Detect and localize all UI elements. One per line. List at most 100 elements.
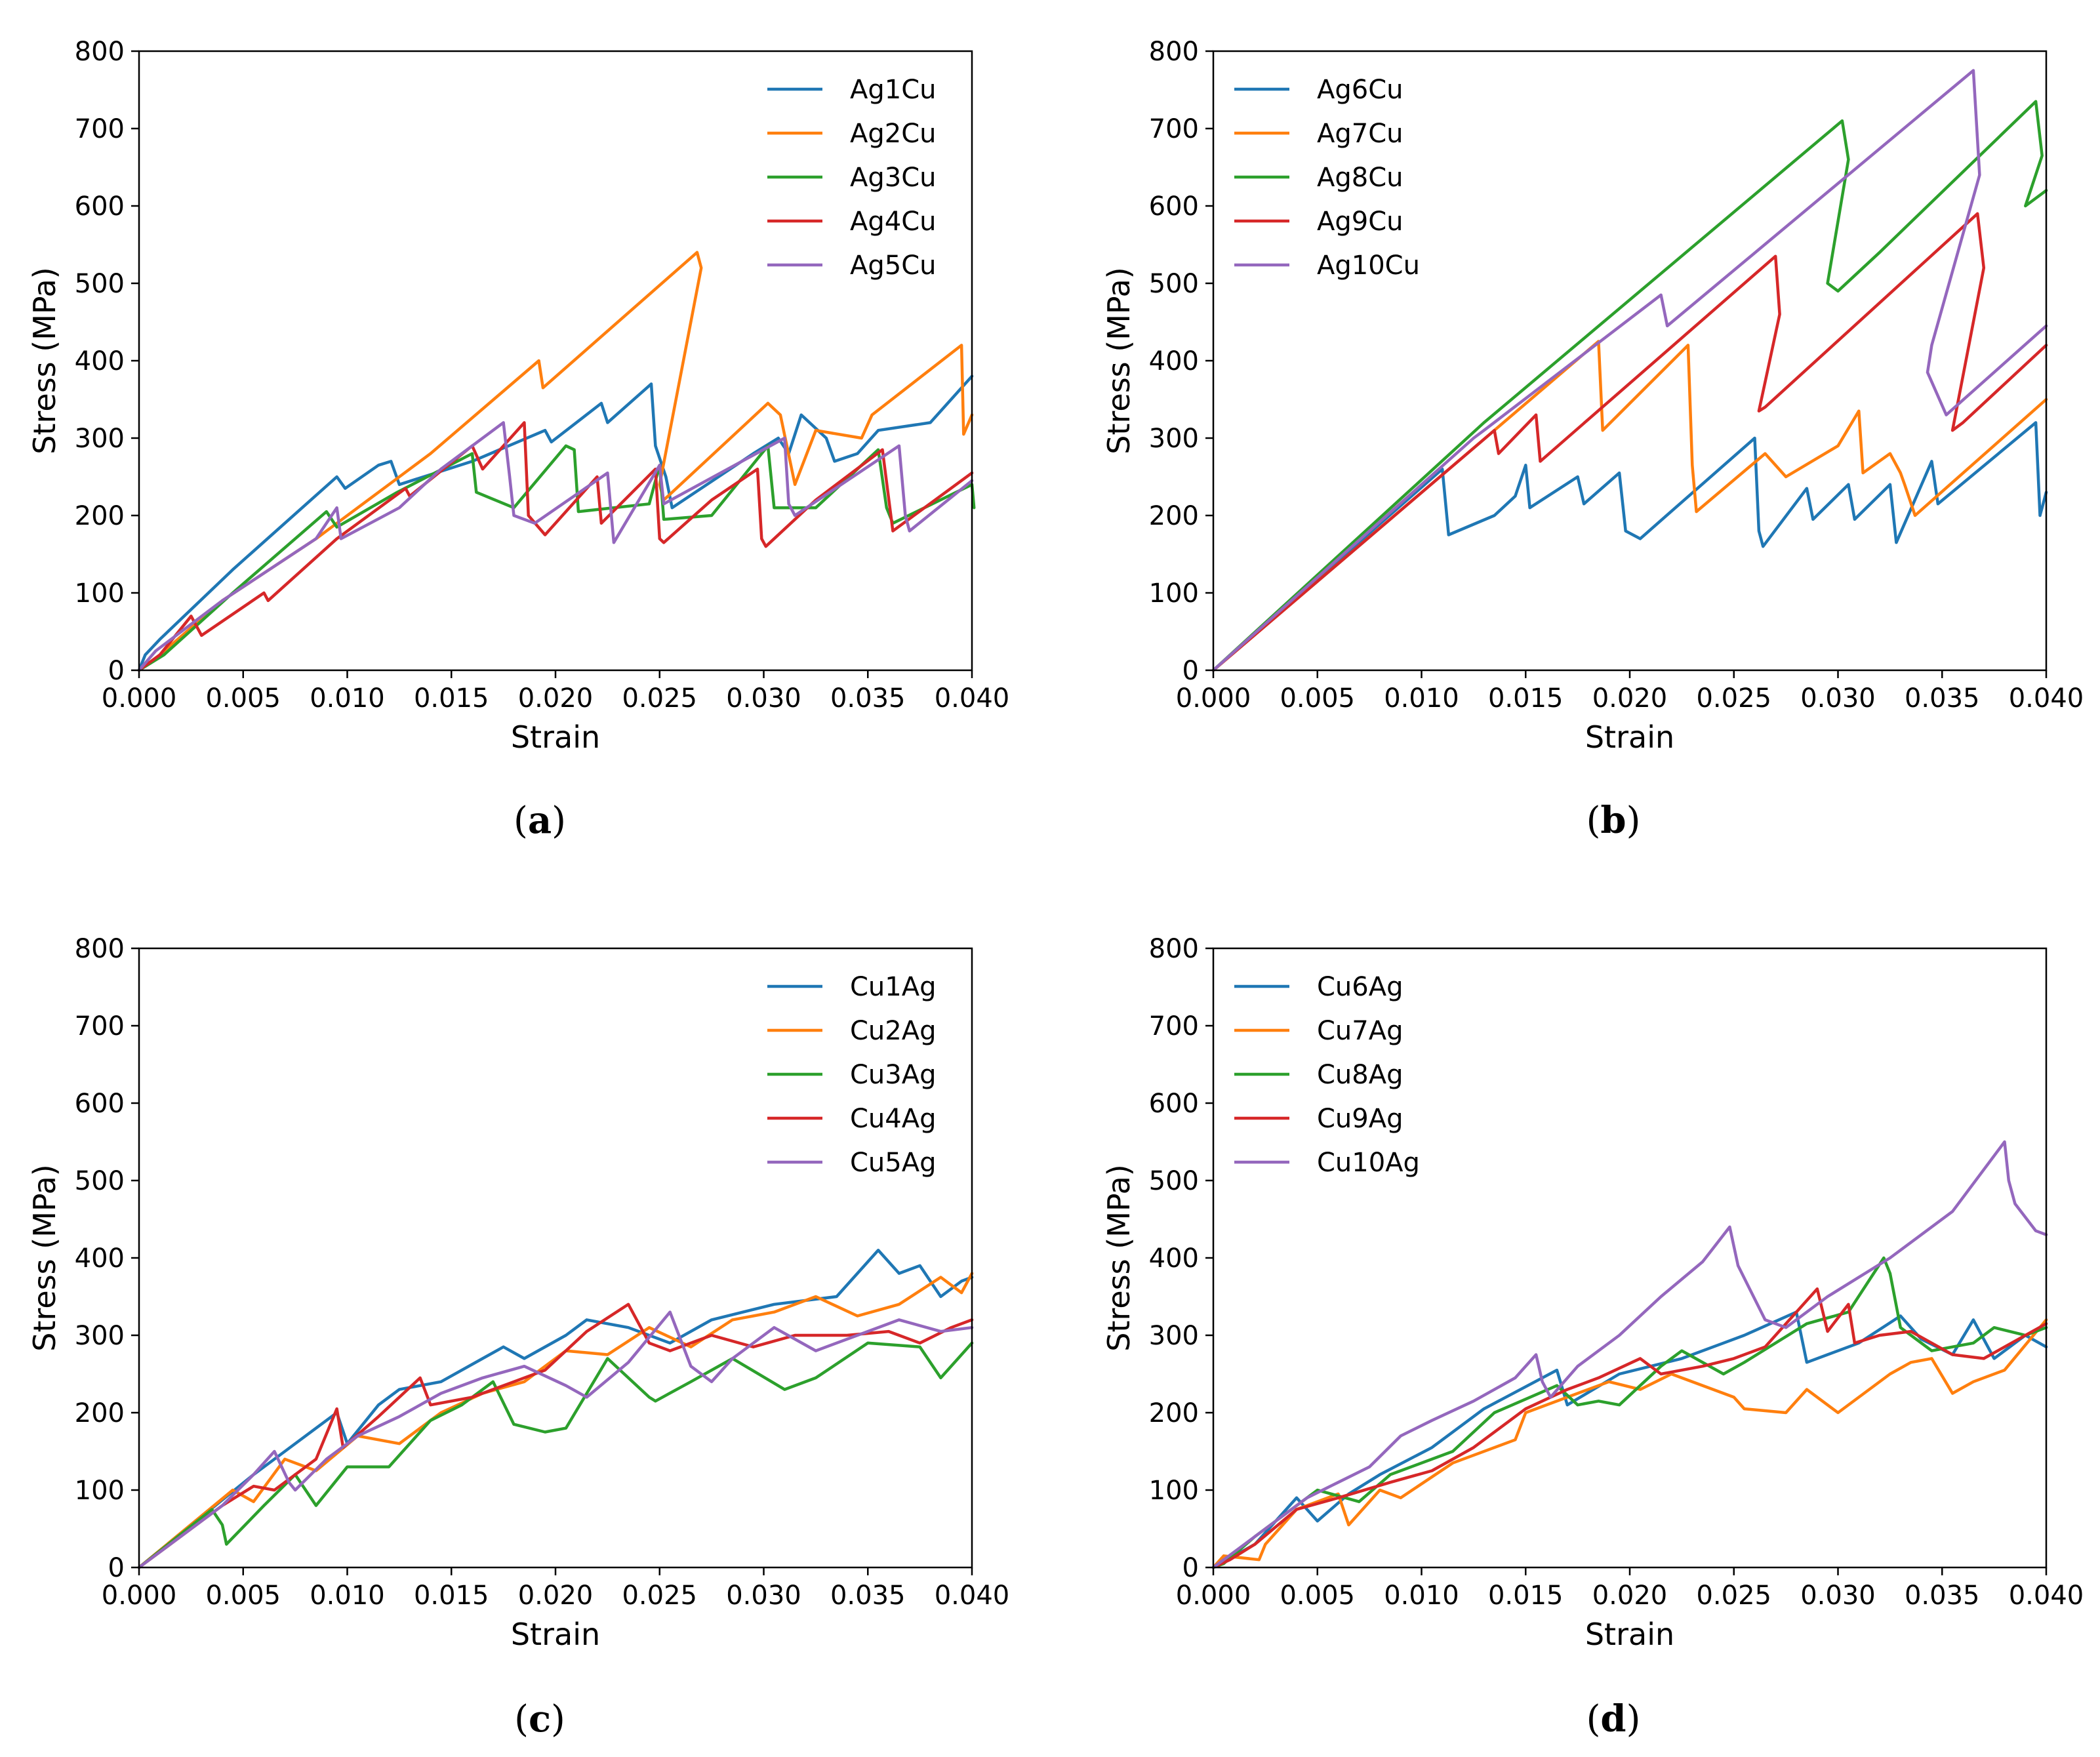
panel-b: 0.000 0.005 0.010 0.015 0.020 0.025 0.030 0.035…: [1101, 37, 2084, 755]
x-tick-label: 0.035: [1905, 1581, 1980, 1611]
x-tick-label: 0.040: [935, 683, 1010, 714]
series-line-cu5ag: [137, 1310, 974, 1569]
panel-caption-a: (a): [514, 799, 566, 842]
x-tick-label: 0.000: [102, 1581, 177, 1611]
y-tick-label: 700: [75, 1011, 125, 1041]
plot-frame: [138, 947, 973, 1569]
y-tick-label: 800: [1149, 934, 1199, 964]
x-tick-label: 0.010: [1384, 683, 1459, 714]
x-tick-label: 0.000: [1176, 1581, 1251, 1611]
y-tick-label: 600: [75, 192, 125, 222]
legend-label-ag2cu: Ag2Cu: [850, 119, 936, 149]
y-tick-label: 400: [75, 1243, 125, 1274]
legend-label-ag5cu: Ag5Cu: [850, 251, 936, 281]
legend-label-cu7ag: Cu7Ag: [1317, 1016, 1403, 1046]
panel-c: 0.000 0.005 0.010 0.015 0.020 0.025 0.030 0.035…: [27, 934, 1009, 1652]
x-tick-label: 0.040: [935, 1581, 1010, 1611]
y-tick-label: 500: [75, 1166, 125, 1196]
series-line-ag6cu: [1211, 421, 2048, 672]
series-line-cu9ag: [1211, 1287, 2048, 1569]
x-tick-label: 0.025: [622, 1581, 697, 1611]
series-line-cu10ag: [1211, 1140, 2048, 1569]
y-tick-label: 600: [1149, 192, 1199, 222]
y-tick-label: 800: [75, 37, 125, 67]
legend-label-ag1cu: Ag1Cu: [850, 75, 936, 105]
y-tick-label: 100: [1149, 578, 1199, 609]
x-tick-label: 0.035: [1905, 683, 1980, 714]
y-tick-label: 500: [1149, 1166, 1199, 1196]
legend-label-ag6cu: Ag6Cu: [1317, 75, 1403, 105]
y-axis-label: Stress (MPa): [1101, 267, 1137, 454]
x-tick-label: 0.035: [830, 683, 906, 714]
series-line-cu1ag: [137, 1248, 974, 1569]
y-tick-label: 300: [1149, 424, 1199, 454]
legend-label-cu5ag: Cu5Ag: [850, 1148, 936, 1178]
y-tick-label: 800: [75, 934, 125, 964]
x-tick-label: 0.000: [102, 683, 177, 714]
x-axis-label: Strain: [511, 719, 600, 755]
y-tick-label: 300: [1149, 1321, 1199, 1351]
panel-label-a: a: [528, 799, 552, 842]
x-tick-label: 0.010: [310, 683, 385, 714]
x-tick-label: 0.020: [1592, 1581, 1668, 1611]
legend-label-ag10cu: Ag10Cu: [1317, 251, 1420, 281]
legend-label-ag8cu: Ag8Cu: [1317, 163, 1403, 193]
y-tick-label: 400: [1149, 1243, 1199, 1274]
x-tick-label: 0.005: [205, 683, 281, 714]
series-group: [1211, 1140, 2048, 1569]
x-tick-label: 0.030: [1800, 1581, 1876, 1611]
axis-ticks: 0.000 0.005 0.010 0.015 0.020 0.025 0.030 0.035…: [1149, 934, 2084, 1611]
series-line-ag9cu: [1211, 212, 2048, 672]
legend: Cu1Ag Cu2Ag Cu3Ag Cu4Ag Cu5Ag: [767, 972, 936, 1178]
series-line-ag8cu: [1211, 100, 2048, 672]
series-group: [1211, 69, 2048, 672]
y-axis-label: Stress (MPa): [27, 1164, 62, 1351]
y-tick-label: 600: [75, 1089, 125, 1119]
legend-label-cu9ag: Cu9Ag: [1317, 1104, 1403, 1134]
legend: Ag6Cu Ag7Cu Ag8Cu Ag9Cu Ag10Cu: [1234, 75, 1420, 281]
y-tick-label: 300: [75, 1321, 125, 1351]
series-line-cu7ag: [1211, 1318, 2048, 1569]
legend-label-cu2ag: Cu2Ag: [850, 1016, 936, 1046]
x-tick-label: 0.035: [830, 1581, 906, 1611]
y-tick-label: 300: [75, 424, 125, 454]
x-axis-label: Strain: [511, 1617, 600, 1652]
x-tick-label: 0.030: [726, 1581, 801, 1611]
y-tick-label: 200: [1149, 501, 1199, 531]
legend-label-ag3cu: Ag3Cu: [850, 163, 936, 193]
legend: Cu6Ag Cu7Ag Cu8Ag Cu9Ag Cu10Ag: [1234, 972, 1420, 1178]
y-tick-label: 400: [75, 346, 125, 376]
y-axis-label: Stress (MPa): [27, 267, 62, 454]
series-line-cu4ag: [137, 1303, 974, 1569]
y-tick-label: 500: [75, 269, 125, 299]
x-tick-label: 0.015: [414, 1581, 489, 1611]
x-tick-label: 0.015: [1488, 683, 1564, 714]
legend-label-cu3ag: Cu3Ag: [850, 1060, 936, 1090]
y-tick-label: 200: [75, 501, 125, 531]
legend-label-cu1ag: Cu1Ag: [850, 972, 936, 1002]
y-tick-label: 0: [1182, 656, 1199, 686]
x-tick-label: 0.000: [1176, 683, 1251, 714]
x-tick-label: 0.015: [1488, 1581, 1564, 1611]
legend-label-ag4cu: Ag4Cu: [850, 207, 936, 237]
legend-label-cu6ag: Cu6Ag: [1317, 972, 1403, 1002]
x-tick-label: 0.040: [2009, 1581, 2084, 1611]
x-tick-label: 0.005: [205, 1581, 281, 1611]
x-tick-label: 0.005: [1280, 1581, 1355, 1611]
y-tick-label: 600: [1149, 1089, 1199, 1119]
x-tick-label: 0.030: [1800, 683, 1876, 714]
x-axis-label: Strain: [1585, 1617, 1674, 1652]
y-tick-label: 400: [1149, 346, 1199, 376]
panel-caption-c: (c): [514, 1697, 565, 1741]
x-tick-label: 0.040: [2009, 683, 2084, 714]
series-line-ag1cu: [137, 374, 974, 672]
y-tick-label: 0: [108, 1553, 125, 1583]
panel-caption-d: (d): [1586, 1697, 1641, 1741]
axis-ticks: 0.000 0.005 0.010 0.015 0.020 0.025 0.030 0.035…: [75, 934, 1010, 1611]
y-tick-label: 700: [1149, 1011, 1199, 1041]
series-line-ag10cu: [1211, 69, 2048, 672]
legend-label-cu8ag: Cu8Ag: [1317, 1060, 1403, 1090]
axis-ticks: 0.000 0.005 0.010 0.015 0.020 0.025 0.030 0.035…: [1149, 37, 2084, 714]
x-tick-label: 0.025: [1696, 683, 1771, 714]
